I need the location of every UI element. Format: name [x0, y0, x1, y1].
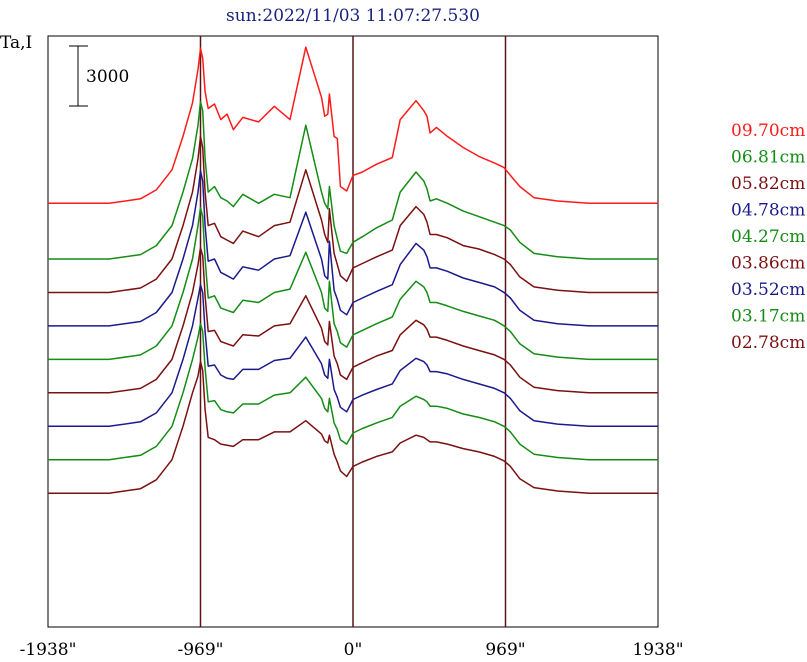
- series-group: [48, 46, 658, 494]
- legend: 09.70cm 06.81cm 05.82cm 04.78cm 04.27cm 03.86…: [731, 121, 805, 353]
- series-line-06.81cm: [48, 101, 658, 260]
- series-line-02.78cm: [48, 360, 658, 494]
- x-tick-label-4: 1938": [632, 640, 683, 660]
- legend-item-09.70cm: 09.70cm: [731, 121, 805, 141]
- legend-item-03.86cm: 03.86cm: [731, 254, 805, 274]
- legend-item-04.27cm: 04.27cm: [731, 227, 805, 247]
- series-line-04.78cm: [48, 170, 658, 327]
- reference-lines: [199, 36, 507, 627]
- series-line-03.52cm: [48, 283, 658, 428]
- x-tick-label-0: -1938": [20, 640, 77, 660]
- legend-item-02.78cm: 02.78cm: [731, 333, 805, 353]
- series-line-03.86cm: [48, 247, 658, 394]
- legend-item-03.52cm: 03.52cm: [731, 280, 805, 300]
- x-tick-label-1: -969": [177, 640, 223, 660]
- series-line-03.17cm: [48, 322, 658, 461]
- series-line-09.70cm: [48, 46, 658, 205]
- scale-bar-label: 3000: [86, 67, 129, 87]
- y-axis-label: Ta,I: [0, 33, 32, 53]
- x-tick-label-3: 969": [485, 640, 525, 660]
- x-tick-label-2: 0": [344, 640, 363, 660]
- scale-bar: 3000: [69, 45, 129, 107]
- legend-item-06.81cm: 06.81cm: [731, 148, 805, 168]
- x-tick-labels: -1938" -969" 0" 969" 1938": [20, 640, 684, 660]
- series-line-05.82cm: [48, 135, 658, 294]
- chart-title: sun:2022/11/03 11:07:27.530: [226, 6, 480, 26]
- series-line-04.27cm: [48, 206, 658, 361]
- legend-item-03.17cm: 03.17cm: [731, 307, 805, 327]
- legend-item-05.82cm: 05.82cm: [731, 174, 805, 194]
- legend-item-04.78cm: 04.78cm: [731, 201, 805, 221]
